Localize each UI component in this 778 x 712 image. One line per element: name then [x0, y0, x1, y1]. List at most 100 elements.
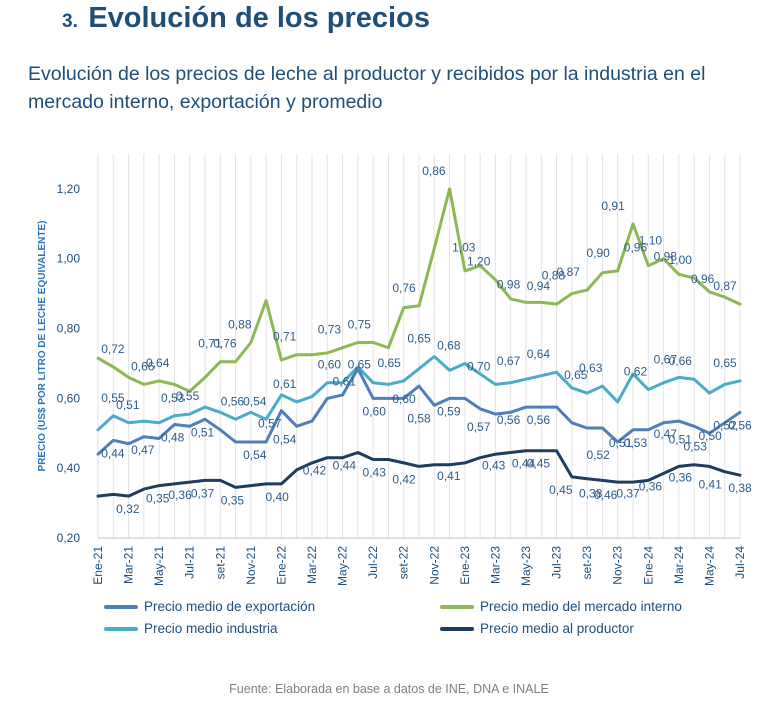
x-tick-label: Ene-24	[641, 546, 655, 585]
data-label: 0,51	[669, 432, 693, 446]
data-label: 0,72	[101, 342, 125, 356]
x-tick-label: May-21	[152, 546, 166, 586]
data-label: 0,65	[713, 356, 737, 370]
x-tick-label: Nov-22	[427, 546, 441, 585]
data-label: 0,66	[131, 359, 155, 373]
data-label: 0,65	[348, 358, 372, 372]
data-label: 0,60	[392, 392, 416, 406]
x-tick-label: May-23	[519, 546, 533, 586]
y-tick-label: 0,60	[57, 391, 81, 405]
x-tick-label: Mar-22	[305, 546, 319, 584]
y-axis-title: PRECIO (US$ POR LITRO DE LECHE EQUIVALEN…	[37, 221, 48, 472]
legend-label-productor: Precio medio al productor	[480, 621, 634, 636]
source-note: Fuente: Elaborada en base a datos de INE…	[229, 682, 549, 696]
legend-label-exportacion: Precio medio de exportación	[144, 599, 316, 614]
data-label: 0,65	[377, 356, 401, 370]
data-label: 0,54	[273, 432, 297, 446]
legend-item-productor: Precio medio al productor	[440, 621, 634, 636]
data-label: 0,51	[609, 436, 633, 450]
data-label: 0,56	[221, 394, 245, 408]
data-label: 0,45	[527, 457, 551, 471]
data-label: 0,52	[713, 418, 737, 432]
legend-swatch-exportacion	[104, 604, 138, 609]
legend-item-industria: Precio medio industria	[104, 621, 278, 636]
data-label: 0,65	[407, 331, 431, 345]
chart-subtitle: Evolución de los precios de leche al pro…	[28, 63, 706, 113]
section-heading: 3. Evolución de los precios	[62, 2, 430, 35]
data-label: 0,59	[437, 404, 461, 418]
y-tick-label: 1,20	[57, 182, 81, 196]
data-label: 0,35	[221, 493, 245, 507]
data-label: 0,47	[131, 443, 155, 457]
y-tick-label: 0,20	[57, 531, 81, 545]
x-tick-label: Jul-21	[183, 546, 197, 579]
data-label: 0,53	[684, 439, 708, 453]
data-label: 0,55	[101, 391, 125, 405]
data-label: 0,53	[161, 391, 185, 405]
data-label: 0,76	[392, 281, 416, 295]
data-label: 0,44	[512, 457, 536, 471]
x-tick-label: Ene-23	[458, 546, 472, 585]
data-label: 0,58	[407, 411, 431, 425]
y-tick-label: 0,80	[57, 322, 81, 336]
data-label: 0,37	[191, 486, 215, 500]
data-label: 0,63	[579, 361, 603, 375]
data-label: 0,56	[497, 413, 521, 427]
data-label: 0,52	[586, 448, 610, 462]
legend-swatch-mercado-interno	[440, 604, 474, 609]
data-label: 0,87	[557, 265, 581, 279]
series-line-productor	[96, 449, 742, 498]
x-tick-label: Ene-22	[274, 546, 288, 585]
x-tick-label: Nov-23	[611, 546, 625, 585]
x-tick-label: Mar-21	[122, 546, 136, 584]
data-label: 0,57	[258, 417, 282, 431]
data-label: 0,53	[624, 436, 648, 450]
data-label: 0,67	[654, 352, 678, 366]
data-label: 0,50	[698, 429, 722, 443]
data-label: 0,57	[467, 420, 491, 434]
x-tick-label: Mar-23	[488, 546, 502, 584]
legend-swatch-industria	[104, 626, 138, 631]
price-line-chart: 0,20 0,40 0,60 0,80 1,00 1,20 PRECIO (US$ POR …	[37, 154, 752, 586]
data-label: 1,00	[669, 253, 693, 267]
data-label: 0,86	[422, 164, 446, 178]
data-label: 0,54	[243, 394, 267, 408]
data-label: 0,42	[392, 472, 416, 486]
data-label: 0,88	[228, 318, 252, 332]
data-label: 0,46	[594, 488, 618, 502]
data-label: 0,60	[363, 404, 387, 418]
data-label: 0,62	[624, 365, 648, 379]
data-label: 0,37	[616, 486, 640, 500]
data-label: 0,51	[116, 398, 140, 412]
section-number: 3.	[62, 11, 78, 32]
page-title: Evolución de los precios	[88, 2, 430, 34]
data-label: 0,94	[527, 279, 551, 293]
data-label: 0,47	[654, 427, 678, 441]
data-label: 0,76	[213, 337, 237, 351]
data-label: 0,48	[161, 431, 185, 445]
data-label: 0,35	[146, 492, 170, 506]
data-label: 0,51	[191, 425, 215, 439]
x-tick-label: set-21	[213, 546, 227, 580]
data-label: 0,87	[713, 279, 737, 293]
data-label: 0,36	[639, 479, 663, 493]
series-line-exportacion	[96, 367, 742, 456]
x-tick-label: Jul-24	[733, 546, 747, 579]
data-label: 0,45	[549, 483, 573, 497]
data-label: 0,54	[243, 448, 267, 462]
x-tick-label: Jul-23	[550, 546, 564, 579]
data-label: 0,73	[318, 323, 342, 337]
legend-label-industria: Precio medio industria	[144, 621, 278, 636]
data-label: 0,64	[146, 356, 170, 370]
data-label: 0,88	[542, 269, 566, 283]
data-label: 0,65	[564, 368, 588, 382]
legend-item-mercado-interno: Precio medio del mercado interno	[440, 599, 682, 614]
data-label: 1,20	[467, 255, 491, 269]
x-tick-label: set-22	[397, 546, 411, 580]
x-tick-label: Nov-21	[244, 546, 258, 585]
y-tick-label: 0,40	[57, 461, 81, 475]
data-label: 0,43	[482, 458, 506, 472]
data-label: 0,44	[101, 446, 125, 460]
x-tick-label: May-24	[702, 546, 716, 586]
data-label: 0,36	[669, 471, 693, 485]
